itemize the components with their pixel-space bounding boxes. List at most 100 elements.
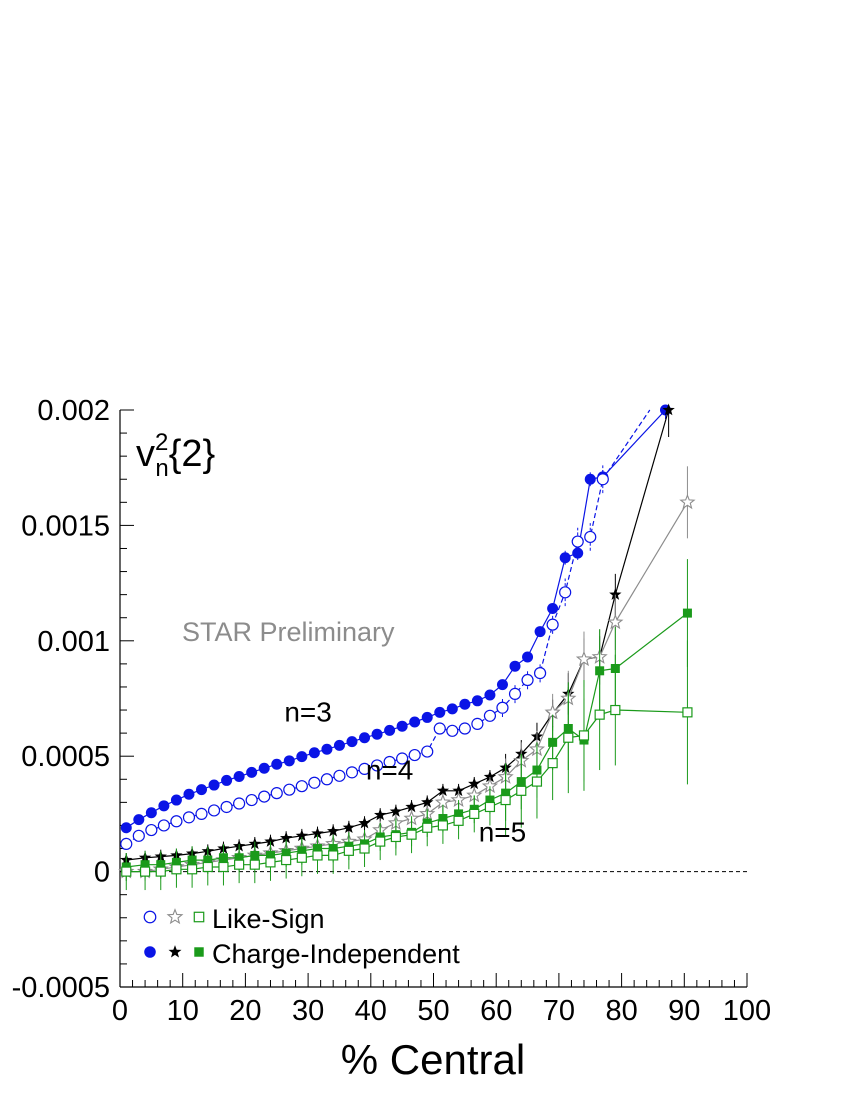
n3-charge-independent-point [145, 807, 157, 819]
n3-charge-independent-point [359, 732, 371, 744]
n4-like-sign-point [575, 650, 593, 667]
legend-label: Like-Sign [212, 904, 325, 934]
n3-like-sign-point [483, 709, 497, 722]
n3-charge-independent-point [221, 774, 233, 786]
n5-like-sign-point [139, 866, 151, 877]
n3-charge-independent-point [384, 724, 396, 736]
n3-charge-independent-point [547, 602, 559, 614]
n5-like-sign-point [312, 850, 323, 861]
n3-charge-independent-point [283, 755, 295, 767]
n3-like-sign-point [571, 535, 584, 548]
n3-charge-independent-point [421, 711, 433, 723]
legend-marker-open-square [193, 911, 205, 923]
n3-charge-independent-point [509, 660, 521, 672]
n3-like-sign-point [270, 787, 283, 800]
x-tick-label: 20 [229, 995, 261, 1027]
n3-like-sign-point [584, 530, 597, 544]
n4-charge-independent-point [436, 784, 450, 797]
text-layer: v2 n{2} STAR Preliminary % Central n=3 n=4… [136, 429, 526, 1083]
n3-like-sign-point [145, 823, 158, 837]
n3-like-sign-point [157, 819, 170, 832]
n3-charge-independent-point [409, 716, 421, 728]
n3-like-sign-point [295, 780, 308, 793]
n4-like-sign-series [118, 466, 696, 881]
n5-like-sign-point [437, 820, 449, 831]
n5-like-sign-point [578, 730, 590, 741]
n3-charge-independent-point [459, 698, 471, 710]
n5-like-sign-series [121, 640, 693, 891]
n4-like-sign-point [607, 613, 624, 630]
n3-charge-independent-point [246, 766, 258, 778]
n3-charge-independent-point [446, 703, 458, 715]
n5-like-sign-point [281, 854, 292, 866]
x-tick-label: 80 [605, 995, 637, 1027]
n3-charge-independent-point [371, 728, 383, 740]
n5-like-sign-point [390, 831, 401, 843]
chart-title: v2 n{2} [136, 429, 215, 482]
n5-like-sign-point [121, 866, 132, 877]
harmonic-label-n4: n=4 [366, 754, 414, 785]
n5-like-sign-point [563, 732, 574, 743]
n3-charge-independent-point [346, 736, 358, 748]
n5-like-sign-point [249, 859, 260, 870]
n3-like-sign-point [233, 797, 246, 810]
legend-row-charge-independent: Charge-Independent [144, 939, 460, 969]
y-tick-label: 0.002 [37, 395, 110, 427]
x-tick-label: 60 [480, 995, 512, 1027]
y-tick-label: 0.0015 [21, 510, 110, 542]
x-tick-label: 30 [292, 995, 324, 1027]
harmonic-label-n3: n=3 [284, 697, 332, 728]
n3-like-sign-point [508, 687, 522, 700]
n4-charge-independent-point [327, 824, 340, 837]
n4-charge-independent-point [468, 777, 481, 790]
n4-like-sign-point [679, 493, 696, 510]
n3-like-sign-point [358, 762, 371, 775]
y-tick-label: -0.0005 [12, 972, 110, 1004]
legend-marker-filled-star [168, 945, 182, 958]
n3-charge-independent-point [434, 706, 446, 718]
n3-like-sign-point [396, 752, 409, 765]
n4-charge-independent-point [358, 816, 371, 829]
n3-like-sign-point [408, 748, 421, 762]
legend-row-like-sign: Like-Sign [143, 904, 325, 934]
n3-like-sign-point [433, 722, 446, 735]
n3-charge-independent-point [559, 552, 571, 564]
n4-charge-independent-point [483, 770, 497, 783]
legend-marker-filled-circle [144, 946, 156, 958]
n4-charge-independent-point [609, 588, 622, 600]
n5-like-sign-line [126, 709, 688, 873]
n3-like-sign-point [333, 769, 346, 782]
n4-charge-independent-point [374, 808, 387, 821]
n3-like-sign-point [283, 783, 296, 796]
n5-like-sign-point [328, 850, 339, 861]
n3-like-sign-point [596, 473, 609, 486]
n3-like-sign-point [446, 724, 459, 737]
n3-charge-independent-point [496, 679, 508, 691]
n3-charge-independent-point [396, 720, 408, 732]
n3-charge-independent-point [158, 800, 170, 812]
n3-like-sign-point [132, 829, 145, 842]
n3-like-sign-point [207, 804, 221, 817]
harmonic-label-n5: n=5 [479, 817, 527, 848]
x-tick-label: 40 [355, 995, 387, 1027]
n3-charge-independent-point [522, 651, 534, 663]
n3-charge-independent-point [170, 794, 182, 806]
n3-like-sign-point [245, 793, 258, 807]
n5-like-sign-point [155, 866, 166, 877]
n5-like-sign-point [500, 794, 511, 806]
n5-like-sign-point [516, 785, 527, 796]
n4-charge-independent-point [405, 800, 418, 813]
n5-like-sign-point [484, 801, 496, 813]
n5-like-sign-point [422, 822, 433, 833]
n5-like-sign-point [234, 859, 245, 870]
x-tick-label: 70 [543, 995, 575, 1027]
legend-label: Charge-Independent [212, 939, 460, 969]
n5-charge-independent-point [682, 608, 692, 618]
legend: Like-Sign Charge-Independent [143, 904, 460, 969]
n3-charge-independent-point [258, 762, 270, 774]
n3-charge-independent-point [534, 626, 546, 638]
x-tick-label: 0 [112, 995, 128, 1027]
legend-marker-open-star [166, 908, 184, 925]
legend-marker-filled-square [194, 947, 204, 957]
